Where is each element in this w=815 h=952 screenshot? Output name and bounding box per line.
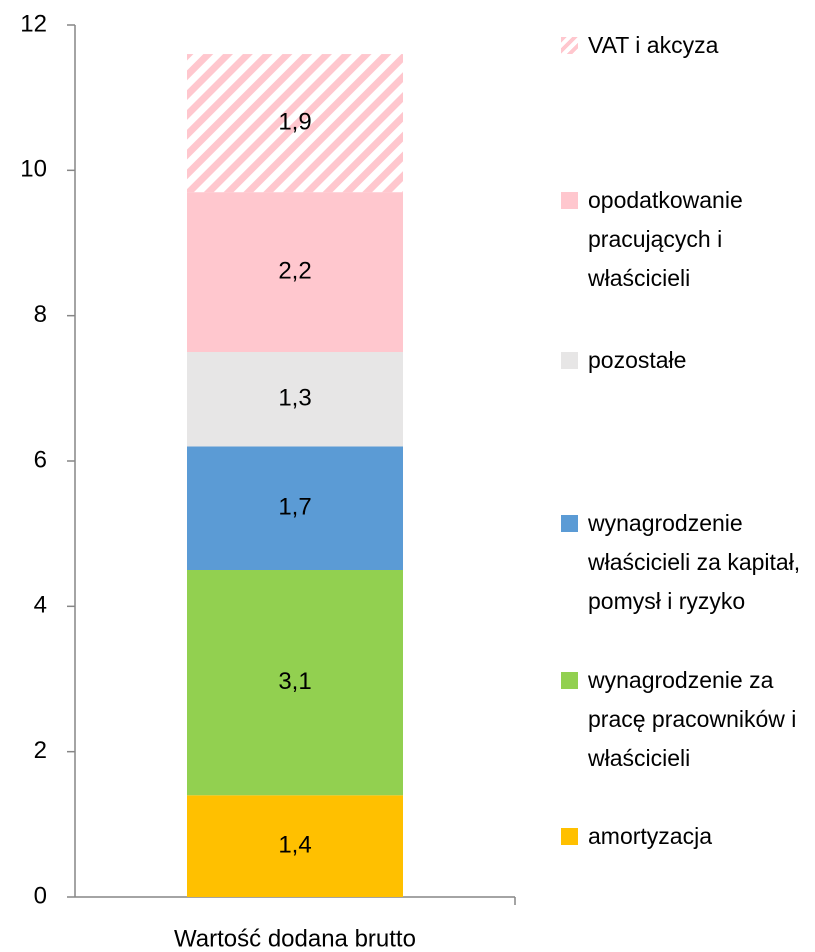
y-tick-label: 0 [34,882,47,909]
legend-swatch [561,672,578,689]
x-tick-label: Wartość dodana brutto [174,925,416,952]
y-tick-label: 10 [20,156,47,183]
legend-swatch [561,192,578,209]
legend-swatch [561,828,578,845]
bar-segment [187,446,403,570]
y-tick-label: 8 [34,301,47,328]
bar-segment [187,192,403,352]
legend-label: amortyzacja [588,823,712,849]
legend-label: wynagrodzenie za pracę pracowników i wła… [588,667,797,771]
data-label: 3,1 [278,668,311,695]
bar-segment [187,570,403,796]
legend-swatch [561,352,578,369]
data-label: 2,2 [278,257,311,284]
data-label: 1,3 [278,385,311,412]
bar-segment [187,54,403,193]
bar-segment [187,352,403,447]
legend-label: wynagrodzenie właścicieli za kapitał, po… [588,510,801,614]
legend-swatch [561,37,578,54]
legend-swatch [561,515,578,532]
legend-label: VAT i akcyza [588,32,719,58]
y-tick-label: 6 [34,446,47,473]
y-tick-label: 12 [20,10,47,37]
y-tick-label: 2 [34,737,47,764]
bar-segment [187,795,403,897]
legend-label: pozostałe [588,347,687,373]
data-label: 1,4 [278,831,311,858]
data-label: 1,7 [278,494,311,521]
data-label: 1,9 [278,108,311,135]
y-tick-label: 4 [34,592,47,619]
legend-label: opodatkowanie pracujących i właścicieli [588,187,743,291]
